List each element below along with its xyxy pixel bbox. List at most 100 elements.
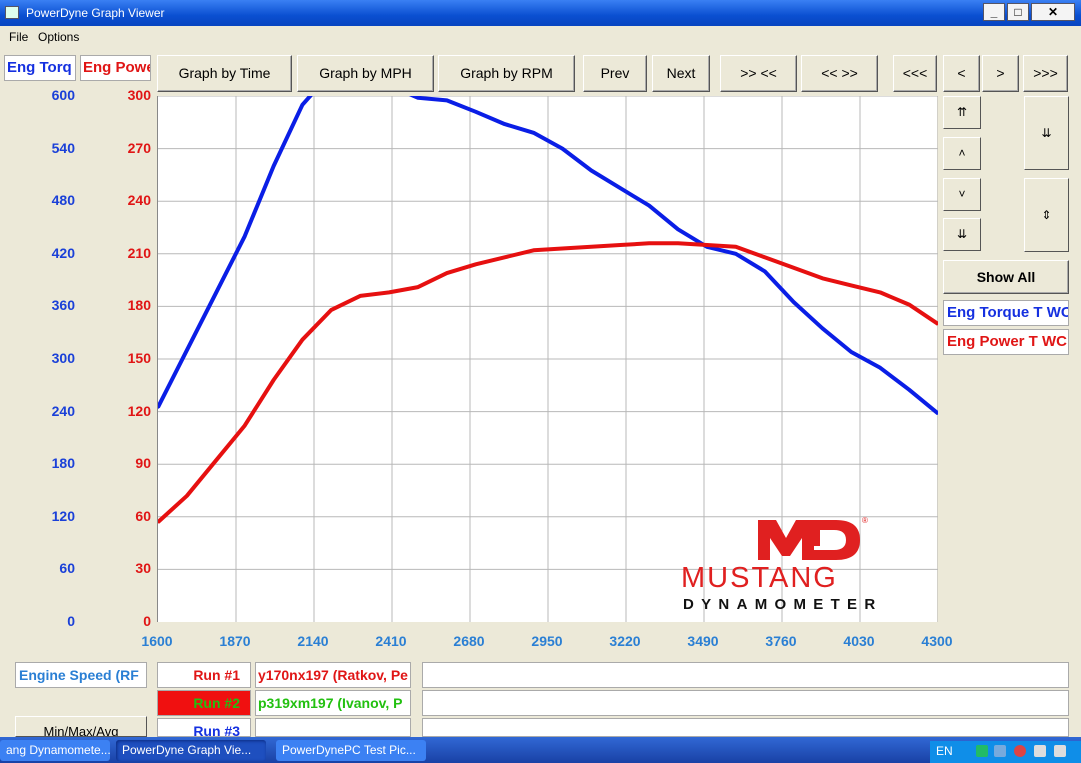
zoom-in-button[interactable]: >> <<	[720, 55, 797, 92]
x-tick-label: 2140	[297, 633, 329, 649]
grid-lines	[158, 96, 938, 622]
power-point	[243, 424, 247, 428]
power-point	[820, 276, 824, 280]
power-point	[532, 248, 536, 252]
run2-details	[422, 690, 1069, 716]
power-point	[185, 494, 189, 498]
power-point	[272, 378, 276, 382]
min-max-avg-button[interactable]: Min/Max/Avg	[15, 716, 147, 737]
run2-name[interactable]: p319xm197 (Ivanov, P	[255, 690, 411, 716]
y-right-tick-label: 90	[135, 455, 151, 472]
title-bar: PowerDyne Graph Viewer _ □ ✕	[0, 0, 1081, 26]
torque-point	[300, 103, 304, 107]
scroll-down-fast-right-button[interactable]: ⇊	[1024, 96, 1069, 170]
menu-options[interactable]: Options	[38, 30, 80, 44]
scroll-expand-right-button[interactable]: ⇕	[1024, 178, 1069, 252]
scroll-last-button[interactable]: >>>	[1023, 55, 1068, 92]
power-point	[734, 245, 738, 249]
security-icon[interactable]	[1014, 745, 1026, 757]
maximize-button[interactable]: □	[1007, 3, 1029, 21]
volume-icon[interactable]	[1034, 745, 1046, 757]
torque-point	[618, 186, 622, 190]
series-lines	[158, 96, 938, 524]
power-point	[387, 290, 391, 294]
torque-point	[936, 411, 938, 415]
torque-point	[503, 122, 507, 126]
x-tick-label: 3760	[765, 633, 797, 649]
torque-point	[820, 326, 824, 330]
torque-point	[474, 110, 478, 114]
power-point	[907, 303, 911, 307]
y-right-tick-label: 240	[127, 192, 151, 209]
network-icon[interactable]	[976, 745, 988, 757]
graph-by-mph-button[interactable]: Graph by MPH	[297, 55, 434, 92]
tab-power[interactable]: Eng Powe	[80, 55, 151, 81]
run1-details	[422, 662, 1069, 688]
next-button[interactable]: Next	[652, 55, 710, 92]
torque-point	[532, 131, 536, 135]
power-point	[878, 290, 882, 294]
x-axis-channel-label[interactable]: Engine Speed (RF	[15, 662, 147, 688]
language-indicator[interactable]: EN	[936, 744, 953, 758]
legend-torque[interactable]: Eng Torque T WC	[943, 300, 1069, 326]
task-powerdyne-test[interactable]: PowerDynePC Test Pic...	[276, 740, 426, 761]
y-left-tick-label: 540	[51, 139, 75, 156]
torque-point	[907, 388, 911, 392]
prev-button[interactable]: Prev	[583, 55, 647, 92]
run2-label[interactable]: Run #2	[157, 690, 251, 716]
power-point	[158, 520, 160, 524]
update-icon[interactable]	[1054, 745, 1066, 757]
run1-label[interactable]: Run #1	[157, 662, 251, 688]
torque-point	[185, 348, 189, 352]
power-point	[589, 245, 593, 249]
scroll-first-button[interactable]: <<<	[893, 55, 937, 92]
graph-by-time-button[interactable]: Graph by Time	[157, 55, 292, 92]
run1-name[interactable]: y170nx197 (Ratkov, Pe	[255, 662, 411, 688]
menu-bar: File Options	[0, 26, 1081, 48]
power-series-line	[158, 241, 938, 524]
torque-point	[158, 405, 160, 409]
scroll-down-fast-left-button[interactable]: ⇊	[943, 218, 981, 251]
power-point	[792, 266, 796, 270]
app-icon	[5, 6, 19, 19]
y-left-tick-label: 120	[51, 507, 75, 524]
power-point	[936, 322, 938, 326]
power-point	[647, 241, 651, 245]
torque-point	[560, 147, 564, 151]
y-right-tick-label: 30	[135, 560, 151, 577]
power-point	[503, 255, 507, 259]
power-point	[763, 255, 767, 259]
minimize-button[interactable]: _	[983, 3, 1005, 21]
power-point	[329, 308, 333, 312]
zoom-out-button[interactable]: << >>	[801, 55, 878, 92]
menu-file[interactable]: File	[9, 30, 29, 44]
torque-point	[214, 291, 218, 295]
scroll-up-fast-left-button[interactable]: ⇈	[943, 96, 981, 129]
y-right-tick-label: 180	[127, 297, 151, 314]
y-left-tick-label: 480	[51, 192, 75, 209]
scroll-up-left-button[interactable]: ˄	[943, 137, 981, 170]
close-button[interactable]: ✕	[1031, 3, 1075, 21]
graph-by-rpm-button[interactable]: Graph by RPM	[438, 55, 575, 92]
task-powerdyne-viewer[interactable]: PowerDyne Graph Vie...	[116, 740, 266, 761]
tray-icon[interactable]	[994, 745, 1006, 757]
y-left-tick-label: 300	[51, 350, 75, 366]
torque-point	[792, 300, 796, 304]
show-all-button[interactable]: Show All	[943, 260, 1069, 294]
scroll-left-button[interactable]: <	[943, 55, 980, 92]
run3-name[interactable]	[255, 718, 411, 737]
torque-point	[272, 164, 276, 168]
run3-label[interactable]: Run #3	[157, 718, 251, 737]
torque-point	[243, 234, 247, 238]
scroll-down-left-button[interactable]: ˅	[943, 178, 981, 211]
x-tick-label: 4300	[921, 633, 953, 649]
scroll-right-button[interactable]: >	[982, 55, 1019, 92]
task-mustang[interactable]: ang Dynamomete...	[0, 740, 110, 761]
x-tick-label: 1600	[141, 633, 173, 649]
logo-dynamometer: DYNAMOMETER	[683, 596, 883, 613]
tab-torque[interactable]: Eng Torq	[4, 55, 76, 81]
y-right-tick-label: 150	[127, 350, 151, 366]
torque-point	[878, 366, 882, 370]
legend-power[interactable]: Eng Power T WC	[943, 329, 1069, 355]
x-tick-label: 1870	[219, 633, 251, 649]
